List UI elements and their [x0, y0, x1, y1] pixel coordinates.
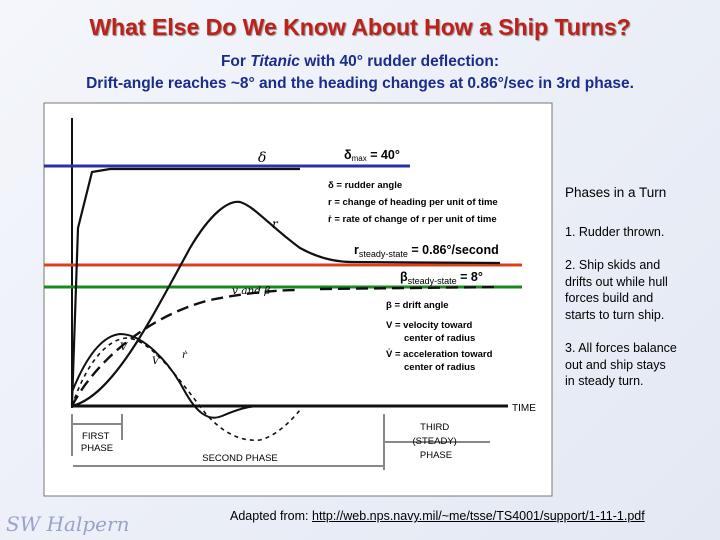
- heading-rate-curve: [71, 200, 501, 408]
- v-and-beta-curve-label: v and β: [232, 285, 270, 297]
- phase-2-description: 2. Ship skids and drifts out while hull …: [565, 257, 668, 323]
- legend-vdot: V̇ = acceleration toward: [386, 349, 493, 360]
- delta-max-symbol: δ: [344, 148, 352, 162]
- drift-angle-velocity-curve: [70, 288, 301, 407]
- third-phase-label: THIRD (STEADY) PHASE: [413, 422, 460, 461]
- phase-3-line-1: 3. All forces balance: [565, 341, 677, 355]
- figure-background: [43, 102, 553, 497]
- third-phase-line-2: (STEADY): [413, 436, 457, 447]
- r-steady-symbol: r: [354, 243, 359, 257]
- r-steady-subscript: steady-state: [359, 249, 408, 259]
- drift-angle-velocity-curve-tail: [319, 285, 501, 291]
- second-phase-label: SECOND PHASE: [202, 453, 278, 464]
- acceleration-curve: [71, 337, 301, 442]
- legend-bottom: β = drift angle V = velocity toward cent…: [386, 300, 495, 373]
- delta-max-value: = 40°: [367, 148, 400, 162]
- delta-curve-label: δ: [258, 150, 266, 166]
- subtitle-line-1: For Titanic with 40° rudder deflection:: [0, 53, 720, 71]
- phase-3-line-3: in steady turn.: [565, 374, 644, 388]
- legend-rdot: ṙ = rate of change of r per unit of time: [328, 214, 497, 225]
- first-phase-line-2: PHASE: [81, 443, 113, 454]
- legend-r: r = change of heading per unit of time: [328, 197, 498, 208]
- beta-steady-state-label: βsteady-state = 8°: [400, 270, 483, 286]
- delta-max-label: δmax = 40°: [344, 148, 400, 163]
- beta-steady-subscript: steady-state: [408, 276, 457, 286]
- phase-2-line-3: forces build and: [565, 291, 654, 305]
- vdot-curve-label: V̇: [152, 355, 161, 367]
- phase-2-line-4: starts to turn ship.: [565, 307, 665, 322]
- legend-top: δ = rudder angle r = change of heading p…: [328, 180, 500, 225]
- subtitle-ship-name: Titanic: [250, 53, 300, 70]
- r-steady-value: = 0.86°/second: [408, 243, 499, 257]
- legend-v: V = velocity toward: [386, 320, 473, 331]
- heading-rate-derivative-curve: [71, 332, 500, 419]
- phase-2-line-2: drifts out while hull: [565, 274, 668, 289]
- subtitle-prefix: For: [220, 53, 251, 70]
- author-signature: SW Halpern: [6, 512, 130, 536]
- third-phase-line-1: THIRD: [420, 422, 449, 433]
- r-steady-state-label: rsteady-state = 0.86°/second: [354, 243, 499, 259]
- legend-delta: δ = rudder angle: [328, 180, 402, 191]
- phase-1-description: 1. Rudder thrown.: [565, 224, 664, 241]
- legend-v-cont: center of radius: [404, 333, 475, 344]
- beta-steady-value: = 8°: [457, 270, 483, 284]
- phase-3-description: 3. All forces balance out and ship stays…: [565, 340, 677, 390]
- source-prefix: Adapted from:: [230, 509, 312, 523]
- third-phase-line-3: PHASE: [420, 450, 452, 461]
- beta-steady-symbol: β: [400, 270, 408, 284]
- r-curve-label: r: [272, 217, 279, 231]
- slide-title: What Else Do We Know About How a Ship Tu…: [89, 14, 631, 40]
- v-curve-label: V: [120, 342, 129, 353]
- time-axis-label: TIME: [512, 403, 536, 414]
- rdot-curve-label: ṙ: [182, 350, 188, 361]
- legend-vdot-cont: center of radius: [404, 362, 475, 373]
- subtitle-line-2: Drift-angle reaches ~8° and the heading …: [86, 75, 634, 92]
- source-attribution: Adapted from: http://web.nps.navy.mil/~m…: [230, 509, 645, 523]
- legend-beta: β = drift angle: [386, 300, 449, 311]
- first-phase-line-1: FIRST: [82, 431, 110, 442]
- subtitle-suffix: with 40° rudder deflection:: [299, 53, 500, 70]
- first-phase-label: FIRST PHASE: [81, 431, 113, 454]
- phase-2-line-1: 2. Ship skids and: [565, 258, 661, 272]
- phase-3-line-2: out and ship stays: [565, 357, 666, 372]
- delta-max-subscript: max: [352, 154, 367, 163]
- source-link[interactable]: http://web.nps.navy.mil/~me/tsse/TS4001/…: [312, 509, 645, 523]
- phases-heading: Phases in a Turn: [565, 185, 667, 200]
- phase-1-line-1: 1. Rudder thrown.: [565, 225, 665, 239]
